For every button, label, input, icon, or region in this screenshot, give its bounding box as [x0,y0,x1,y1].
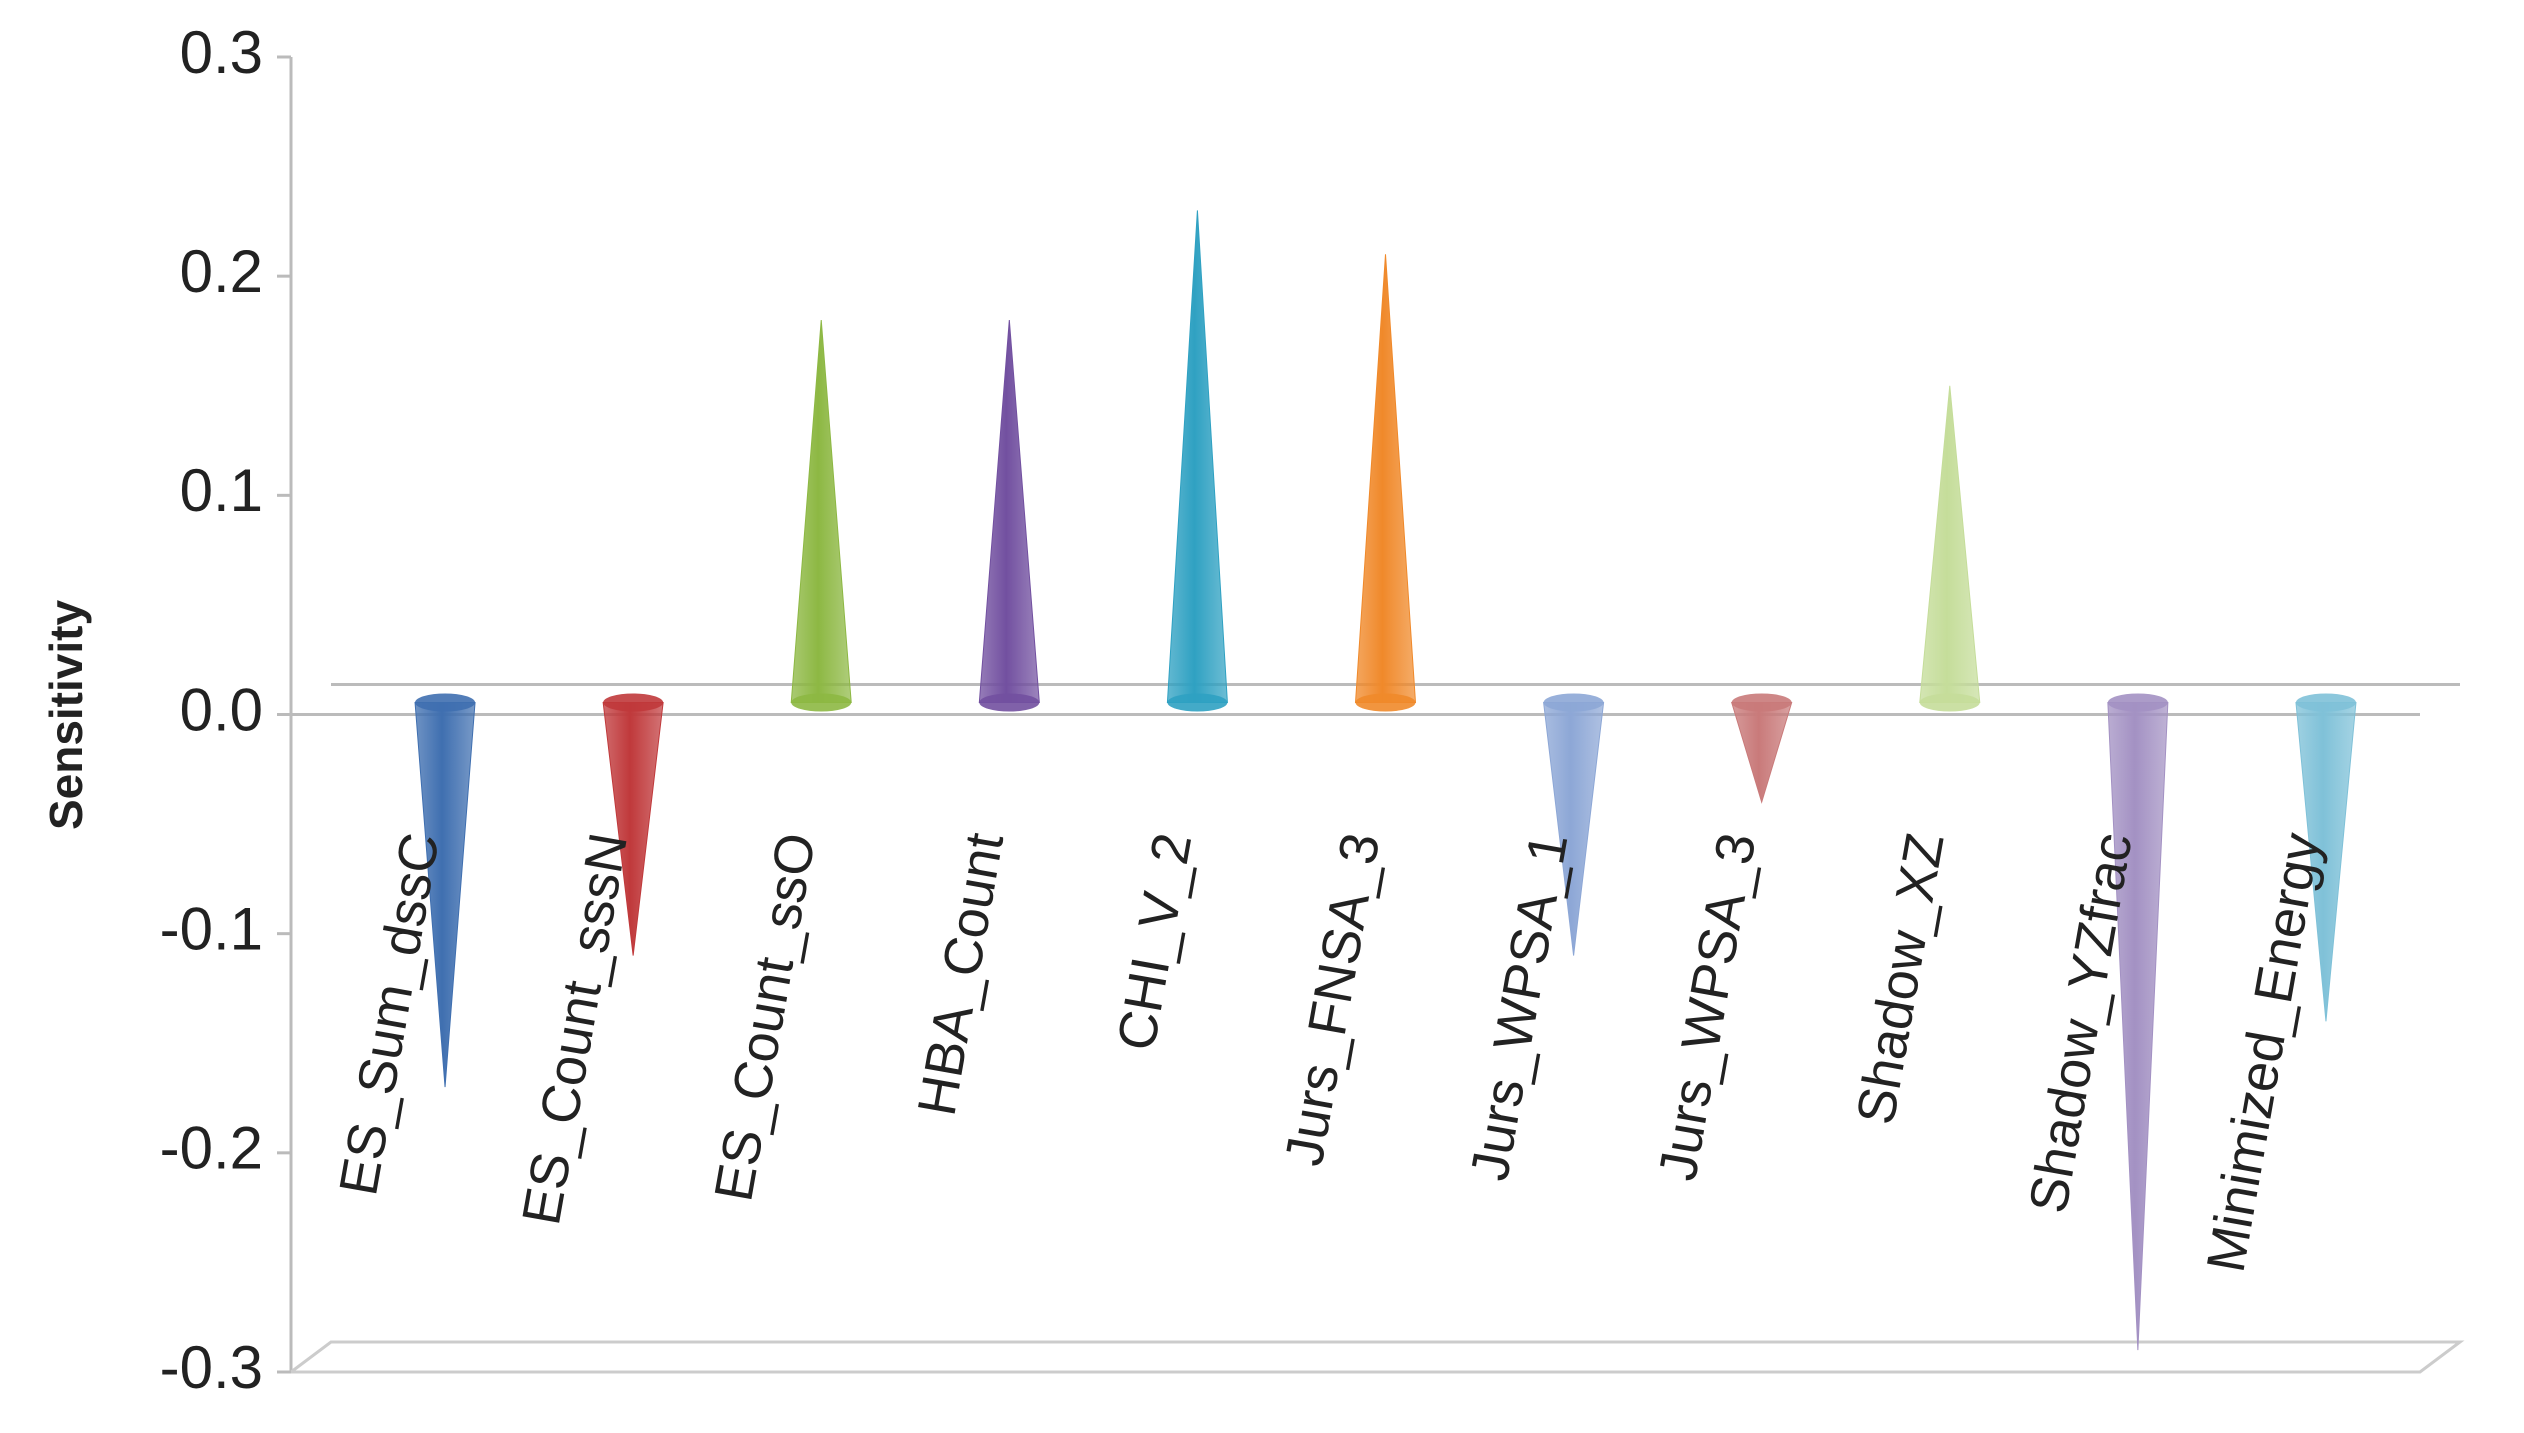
x-tick-label: Jurs_FNSA_3 [1274,829,1391,1170]
y-tick-label: 0.0 [180,676,263,743]
cone-base [415,693,476,712]
cone-base [603,693,664,712]
x-tick-label: HBA_Count [907,829,1016,1120]
cone [1731,702,1793,804]
floor [286,1340,2465,1374]
cone-base [1919,693,1980,712]
cone [1166,210,1228,703]
cone [1919,385,1981,703]
x-tick-label: Jurs_WPSA_1 [1459,829,1579,1185]
x-tick-label: CHI_V_2 [1106,829,1203,1055]
cone-base [1167,693,1228,712]
y-tick-label: -0.1 [160,896,263,963]
cone [978,319,1040,703]
cone-base [1731,693,1792,712]
y-tick-label: 0.2 [180,238,263,305]
x-tick-label: ES_Sum_dssC [328,829,451,1200]
cone [1354,254,1417,703]
y-tick-label: -0.3 [160,1334,263,1401]
y-tick-label: 0.3 [180,19,263,86]
cone-base [2107,693,2168,712]
y-tick-label: -0.2 [160,1115,263,1182]
cone-base [791,693,852,712]
x-tick-label: Minimized_Energy [2196,829,2332,1277]
x-tick-label: Jurs_WPSA_3 [1647,829,1767,1185]
x-tick-label: ES_Count_ssO [703,829,827,1206]
cone-base [979,693,1040,712]
y-axis-label: Sensitivity [40,600,92,831]
y-tick-label: 0.1 [180,457,263,524]
cone-base [2295,693,2356,712]
x-tick-label: Shadow_XZ [1845,829,1955,1129]
x-tick-label: ES_Count_sssN [511,829,639,1230]
cone-base [1543,693,1604,712]
cone [790,319,852,703]
cone [2107,702,2169,1351]
cone-base [1355,693,1416,712]
